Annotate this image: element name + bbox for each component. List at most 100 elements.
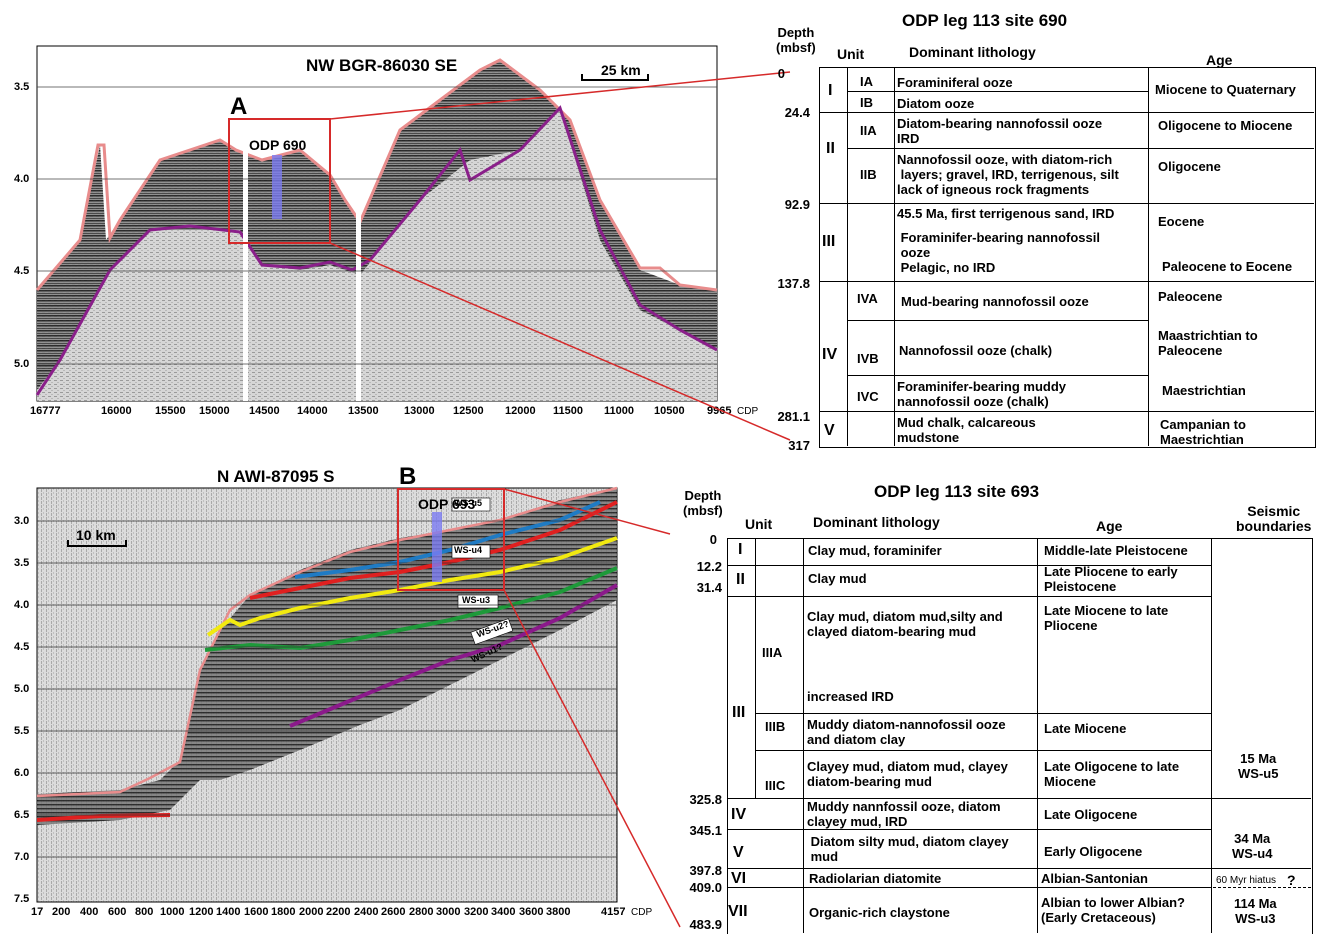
- x-tick: 13000: [404, 405, 435, 417]
- table-frame-693: [727, 538, 1313, 934]
- x-tick: 2800: [409, 906, 434, 918]
- depth-label: 0: [709, 532, 717, 547]
- x-tick: 16000: [101, 405, 132, 417]
- depth-label: 483.9: [689, 917, 722, 932]
- age-II: Late Pliocene to early Pleistocene: [1044, 564, 1178, 594]
- header-unit: Unit: [837, 46, 865, 62]
- x-tick: 4157: [601, 906, 626, 918]
- lithology-V: Mud chalk, calcareous mudstone: [897, 415, 1036, 445]
- table-title-693: ODP leg 113 site 693: [874, 482, 1040, 501]
- lithology-VI: Radiolarian diatomite: [809, 871, 942, 886]
- age-V: Campanian to Maestrichtian: [1160, 417, 1246, 447]
- x-tick: 15000: [199, 405, 230, 417]
- x-tick: 3400: [491, 906, 516, 918]
- x-tick: 15500: [155, 405, 186, 417]
- site-label-b: ODP 693: [418, 496, 476, 512]
- scale-label-a: 25 km: [601, 62, 641, 78]
- y-tick: 6.5: [14, 809, 30, 821]
- x-tick: 9965: [707, 405, 732, 417]
- age-III-a: Eocene: [1158, 214, 1205, 229]
- y-tick: 4.0: [14, 599, 30, 611]
- lithology-IIA: Diatom-bearing nannofossil ooze IRD: [897, 116, 1103, 146]
- header-depth: Depth (mbsf): [683, 488, 723, 518]
- subunit-label: IVA: [857, 291, 878, 306]
- site-label-a: ODP 690: [249, 137, 307, 153]
- age-IVA: Paleocene: [1158, 289, 1223, 304]
- seismic-ws-u5: 15 Ma WS-u5: [1238, 751, 1279, 781]
- y-tick: 5.0: [14, 358, 30, 370]
- x-tick: 1600: [244, 906, 269, 918]
- lithology-III-b: Foraminifer-bearing nannofossil ooze Pel…: [900, 230, 1100, 275]
- header-unit: Unit: [745, 516, 773, 532]
- lithology-V: Diatom silty mud, diatom clayey mud: [810, 834, 1009, 864]
- lithology-IIB: Nannofossil ooze, with diatom-rich layer…: [897, 152, 1119, 197]
- x-tick: 2600: [381, 906, 406, 918]
- lithology-IIIC: Clayey mud, diatom mud, clayey diatom-be…: [807, 759, 1008, 789]
- subunit-label: IVB: [857, 351, 879, 366]
- unit-label: IV: [731, 806, 747, 823]
- age-IIIC: Late Oligocene to late Miocene: [1044, 759, 1180, 789]
- panel-label-a: A: [230, 93, 248, 120]
- x-tick: 14000: [297, 405, 328, 417]
- depth-label: 325.8: [689, 792, 722, 807]
- lithology-I: Clay mud, foraminifer: [808, 543, 942, 558]
- lithology-IVB: Nannofossil ooze (chalk): [899, 343, 1053, 358]
- age-IVB: Maastrichtian to Paleocene: [1158, 328, 1258, 358]
- lithology-IA: Foraminiferal ooze: [897, 75, 1013, 90]
- depth-label: 137.8: [777, 276, 810, 291]
- horizon-label-u4: WS-u4: [454, 545, 482, 555]
- y-tick: 4.0: [14, 173, 30, 185]
- age-III-b: Paleocene to Eocene: [1162, 259, 1293, 274]
- age-I: Miocene to Quaternary: [1155, 82, 1296, 97]
- x-tick: 1000: [160, 906, 185, 918]
- x-tick: 10500: [654, 405, 685, 417]
- lithology-IVA: Mud-bearing nannofossil ooze: [901, 294, 1089, 309]
- x-tick: 11500: [553, 405, 583, 417]
- y-tick: 3.5: [14, 557, 30, 569]
- unit-label: I: [828, 82, 833, 99]
- seismic-hiatus: 60 Myr hiatus: [1216, 875, 1277, 886]
- subunit-label: IIIA: [762, 645, 783, 660]
- seismic-section-b-graphic: [36, 486, 619, 903]
- lithology-IVC: Foraminifer-bearing muddy nannofossil oo…: [897, 379, 1067, 409]
- subunit-label: IIIB: [765, 719, 786, 734]
- lithology-VII: Organic-rich claystone: [809, 905, 950, 920]
- y-tick: 5.0: [14, 683, 30, 695]
- age-IVC: Maestrichtian: [1162, 383, 1246, 398]
- lithology-IB: Diatom ooze: [897, 96, 975, 111]
- age-I: Middle-late Pleistocene: [1044, 543, 1188, 558]
- profile-title-b: N AWI-87095 S: [217, 467, 335, 486]
- x-tick: 3000: [436, 906, 461, 918]
- depth-label: 0: [777, 66, 785, 81]
- lithology-IV: Muddy nannfossil ooze, diatom clayey mud…: [807, 799, 1001, 829]
- age-VII: Albian to lower Albian? (Early Cretaceou…: [1041, 895, 1185, 925]
- y-tick: 6.0: [14, 767, 30, 779]
- seismic-hiatus-question: ?: [1287, 872, 1296, 888]
- x-tick: 800: [135, 906, 154, 918]
- depth-label: 92.9: [784, 197, 810, 212]
- seismic-ws-u4: 34 Ma WS-u4: [1232, 831, 1273, 861]
- x-tick: 12000: [505, 405, 536, 417]
- depth-label: 281.1: [777, 409, 810, 424]
- unit-label: IV: [822, 346, 838, 363]
- lithology-IIIA-b: increased IRD: [807, 689, 894, 704]
- horizon-label-u5: WS-u5: [454, 498, 482, 508]
- age-IIB: Oligocene: [1158, 159, 1221, 174]
- unit-label: VI: [731, 870, 747, 887]
- unit-label: III: [822, 233, 836, 250]
- y-tick: 4.5: [14, 641, 30, 653]
- age-IV: Late Oligocene: [1044, 807, 1138, 822]
- x-tick: 3200: [464, 906, 489, 918]
- lithology-III-a: 45.5 Ma, first terrigenous sand, IRD: [897, 206, 1115, 221]
- y-tick: 3.0: [14, 515, 30, 527]
- x-tick: 600: [108, 906, 127, 918]
- unit-label: V: [733, 844, 744, 861]
- unit-label: II: [736, 571, 745, 588]
- header-lithology: Dominant lithology: [909, 44, 1036, 60]
- lithology-IIIB: Muddy diatom-nannofossil ooze and diatom…: [807, 717, 1006, 747]
- y-tick: 7.0: [14, 851, 30, 863]
- depth-label: 12.2: [696, 559, 722, 574]
- subunit-label: IVC: [857, 389, 879, 404]
- x-tick: 13500: [348, 405, 379, 417]
- unit-label: VII: [728, 903, 748, 920]
